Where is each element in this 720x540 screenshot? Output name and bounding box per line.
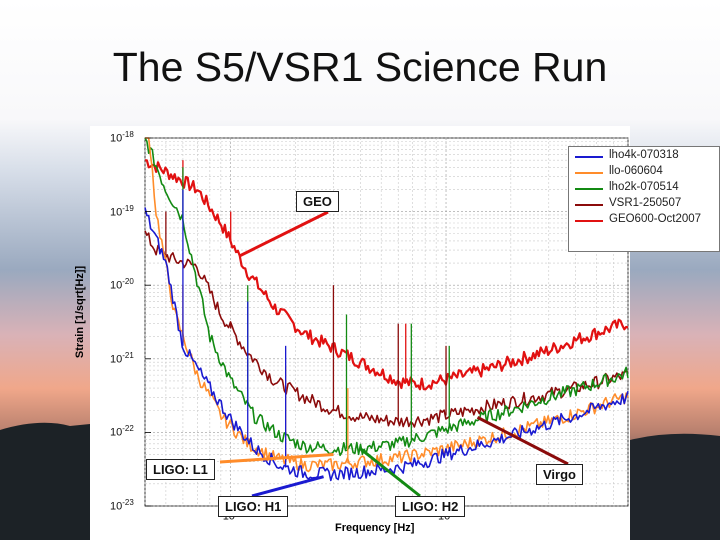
annotation-leader [476,416,569,466]
series-VSR1-250507 [144,211,629,428]
legend-label: VSR1-250507 [609,197,682,209]
annotation-leaders [219,210,569,498]
legend-swatch [575,172,603,174]
legend-swatch [575,204,603,206]
annotation-leader [238,210,329,258]
legend-swatch [575,220,603,222]
tick-exponent: -18 [122,130,134,139]
legend-swatch [575,156,603,158]
legend-label: lho4k-070318 [609,149,679,161]
grid [144,137,629,507]
series-line [144,159,629,391]
annotation-leader [219,453,334,464]
series-line [145,137,629,473]
tick-exponent: -19 [122,203,134,213]
tick-exponent: -20 [122,277,134,287]
y-tick-label: 10-21 [110,351,134,366]
tree-silhouette-left [0,422,90,540]
annotation-leader [359,447,421,498]
annotation-leader [251,475,324,498]
legend-label: GEO600-Oct2007 [609,213,702,225]
annotation-ligo-l1: LIGO: L1 [146,459,215,480]
legend-label: lho2k-070514 [609,181,679,193]
tick-exponent: -23 [122,498,134,507]
slide-title: The S5/VSR1 Science Run [112,44,608,90]
annotation-geo: GEO [296,191,339,212]
annotation-ligo-h2: LIGO: H2 [395,496,466,517]
tick-base: 10 [110,132,123,145]
legend: lho4k-070318 llo-060604 lho2k-070514 VSR… [568,146,720,252]
annotation-virgo: Virgo [536,464,583,485]
series-line [144,230,629,428]
legend-swatch [575,188,603,190]
annotation-ligo-h1: LIGO: H1 [218,496,289,517]
y-tick-label: 10-22 [110,424,134,439]
y-axis-label: Strain [1/sqrt[Hz]] [74,265,87,359]
tick-base: 10 [110,206,123,219]
plot-area [144,137,629,507]
tick-exponent: -22 [122,424,134,434]
legend-label: llo-060604 [609,165,663,177]
y-tick-label: 10-20 [110,277,134,292]
series-layer [144,137,629,482]
y-tick-label: 10-23 [110,498,134,513]
tick-exponent: -21 [122,350,134,360]
tick-base: 10 [110,427,123,440]
tree-silhouette-right [630,433,720,540]
y-tick-label: 10-19 [110,204,134,219]
tick-base: 10 [110,279,123,292]
tick-base: 10 [110,353,123,366]
series-line [144,137,629,457]
y-tick-label: 10-18 [110,130,134,145]
x-axis-label: Frequency [Hz] [335,522,415,534]
tick-base: 10 [110,500,123,513]
